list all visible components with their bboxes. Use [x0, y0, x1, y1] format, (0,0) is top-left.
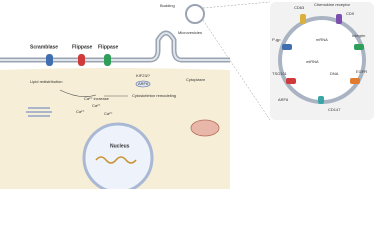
- label: Ca²⁺: [104, 111, 113, 116]
- microvesicle: [185, 4, 205, 24]
- label: Cytoplasm: [186, 77, 206, 82]
- label: Cytoskeleton remodeling: [132, 93, 176, 98]
- label: Ca²⁺ increase: [84, 96, 110, 101]
- label: Microvesicles: [178, 30, 202, 35]
- marker-icon: [282, 44, 292, 50]
- label: CD9: [346, 11, 355, 16]
- marker-icon: [350, 78, 360, 84]
- label: Ca²⁺: [92, 103, 101, 108]
- label: CD147: [328, 107, 341, 112]
- arf6-icon: [135, 80, 151, 88]
- label: EGFR: [356, 69, 367, 74]
- label: Integrin: [352, 33, 365, 38]
- dna: [95, 156, 137, 164]
- scramblase-icon: [46, 54, 53, 66]
- label: Lipid redistribution: [30, 79, 62, 84]
- vesicle: [278, 16, 366, 104]
- label: Chemokine receptor: [314, 2, 351, 7]
- label: TSG101: [272, 71, 288, 76]
- mitochondrion: [190, 119, 220, 137]
- diagram: Scramblase Flippase Flippase Lipid redis…: [0, 1, 374, 189]
- label: Budding: [160, 3, 175, 8]
- label: ARF6: [138, 81, 149, 86]
- zoom-line: [202, 1, 271, 9]
- marker-icon: [354, 44, 364, 50]
- marker-icon: [300, 14, 306, 24]
- label: Flippase: [98, 44, 119, 50]
- flippase-icon: [78, 54, 85, 66]
- label: Ca²⁺: [76, 109, 85, 114]
- label: miRNA: [306, 59, 319, 64]
- marker-icon: [336, 14, 342, 24]
- label: Flippase: [72, 44, 93, 50]
- label: DNA: [330, 71, 339, 76]
- label: ARF6: [278, 97, 289, 102]
- label: mRNA: [316, 37, 328, 42]
- nucleus: [82, 122, 154, 189]
- label: Nucleus: [110, 143, 130, 149]
- golgi: [26, 107, 52, 117]
- marker-icon: [286, 78, 296, 84]
- membrane-inner: [0, 32, 230, 61]
- label: P-gp: [272, 37, 281, 42]
- flippase-icon: [104, 54, 111, 66]
- label: KIF23/?: [136, 73, 151, 78]
- label: Scramblase: [30, 44, 58, 50]
- label: CD63: [294, 5, 305, 10]
- marker-icon: [318, 96, 324, 104]
- arrow: [59, 89, 97, 97]
- zoom-line: [202, 19, 271, 121]
